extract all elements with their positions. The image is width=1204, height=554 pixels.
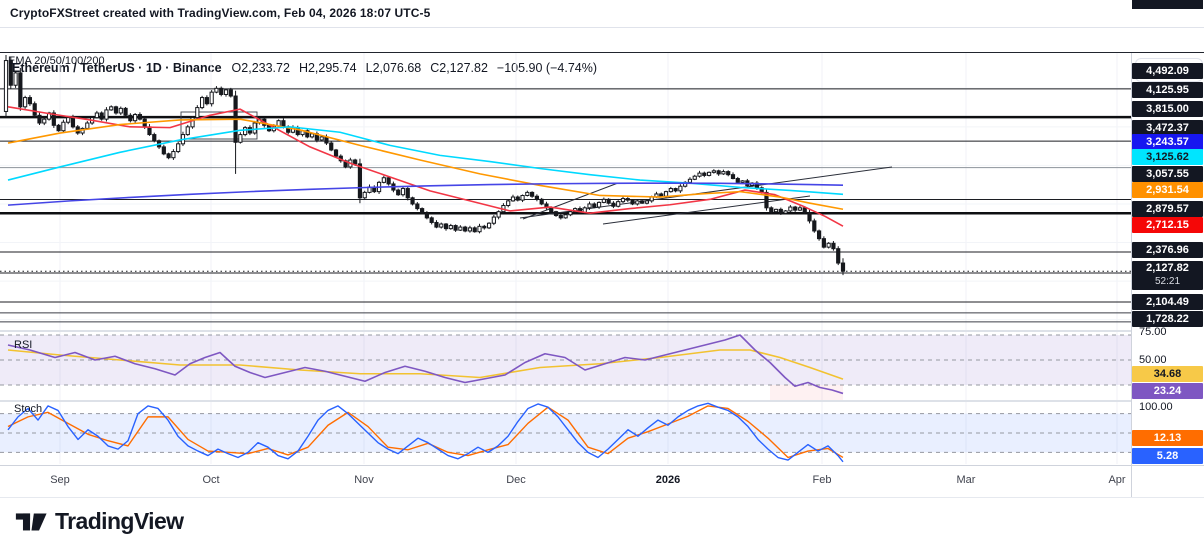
rsi-pane[interactable]: [0, 335, 1131, 400]
axis-price-label: 3,815.00: [1132, 101, 1203, 117]
time-axis-label: Oct: [202, 474, 219, 486]
axis-price-label: 34.68: [1132, 366, 1203, 382]
time-axis-label: Mar: [957, 474, 976, 486]
axis-price-label: 75.00: [1132, 324, 1204, 340]
stoch-indicator-label[interactable]: Stoch: [14, 403, 42, 415]
tradingview-logo-text: TradingView: [55, 508, 183, 535]
clipped-price-label: [1132, 0, 1203, 9]
time-axis-label: Nov: [354, 474, 374, 486]
axis-price-label: 12.13: [1132, 430, 1203, 446]
current-price-value: 2,127.82: [1132, 261, 1203, 276]
chart-canvas[interactable]: [0, 0, 1204, 554]
axis-price-label: 2,712.15: [1132, 217, 1203, 233]
axis-price-label: 3,125.62: [1132, 149, 1203, 165]
axis-price-label: 23.24: [1132, 383, 1203, 399]
time-axis-border: [0, 465, 1204, 466]
pane-separator-stoch[interactable]: [0, 400, 1131, 402]
ema-50-line: [8, 119, 843, 209]
ema-200-line: [8, 183, 843, 205]
ema-indicator-label[interactable]: EMA 20/50/100/200: [8, 55, 105, 67]
time-axis-label: Sep: [50, 474, 70, 486]
tradingview-chart-page: CryptoFXStreet created with TradingView.…: [0, 0, 1204, 554]
tradingview-logo-mark: [14, 507, 48, 535]
axis-price-label: 2,376.96: [1132, 242, 1203, 258]
time-axis-label: Dec: [506, 474, 526, 486]
month-gridlines: [60, 53, 1117, 464]
time-axis-label: Feb: [813, 474, 832, 486]
axis-price-label: 2,931.54: [1132, 182, 1203, 198]
bar-countdown: 52:21: [1132, 276, 1203, 288]
horizontal-levels: [0, 89, 1131, 322]
axis-price-label: 4,492.09: [1132, 63, 1203, 79]
tradingview-logo[interactable]: TradingView: [14, 507, 183, 535]
pane-separator-rsi[interactable]: [0, 330, 1131, 332]
stoch-pane[interactable]: [0, 403, 1131, 462]
axis-price-label: 3,243.57: [1132, 134, 1203, 150]
axis-price-label: 5.28: [1132, 448, 1203, 464]
widget-bottom-border: [0, 497, 1204, 498]
axis-price-label: 4,125.95: [1132, 82, 1203, 98]
axis-price-label: 100.00: [1132, 399, 1204, 415]
current-price-label: 2,127.82 52:21: [1132, 261, 1203, 290]
time-axis-label: 2026: [656, 474, 680, 486]
rsi-indicator-label[interactable]: RSI: [14, 339, 32, 351]
axis-price-label: 2,879.57: [1132, 201, 1203, 217]
axis-price-label: 2,104.49: [1132, 294, 1203, 310]
axis-price-label: 3,057.55: [1132, 166, 1203, 182]
main-pane[interactable]: [0, 55, 1131, 322]
time-axis-label: Apr: [1108, 474, 1125, 486]
